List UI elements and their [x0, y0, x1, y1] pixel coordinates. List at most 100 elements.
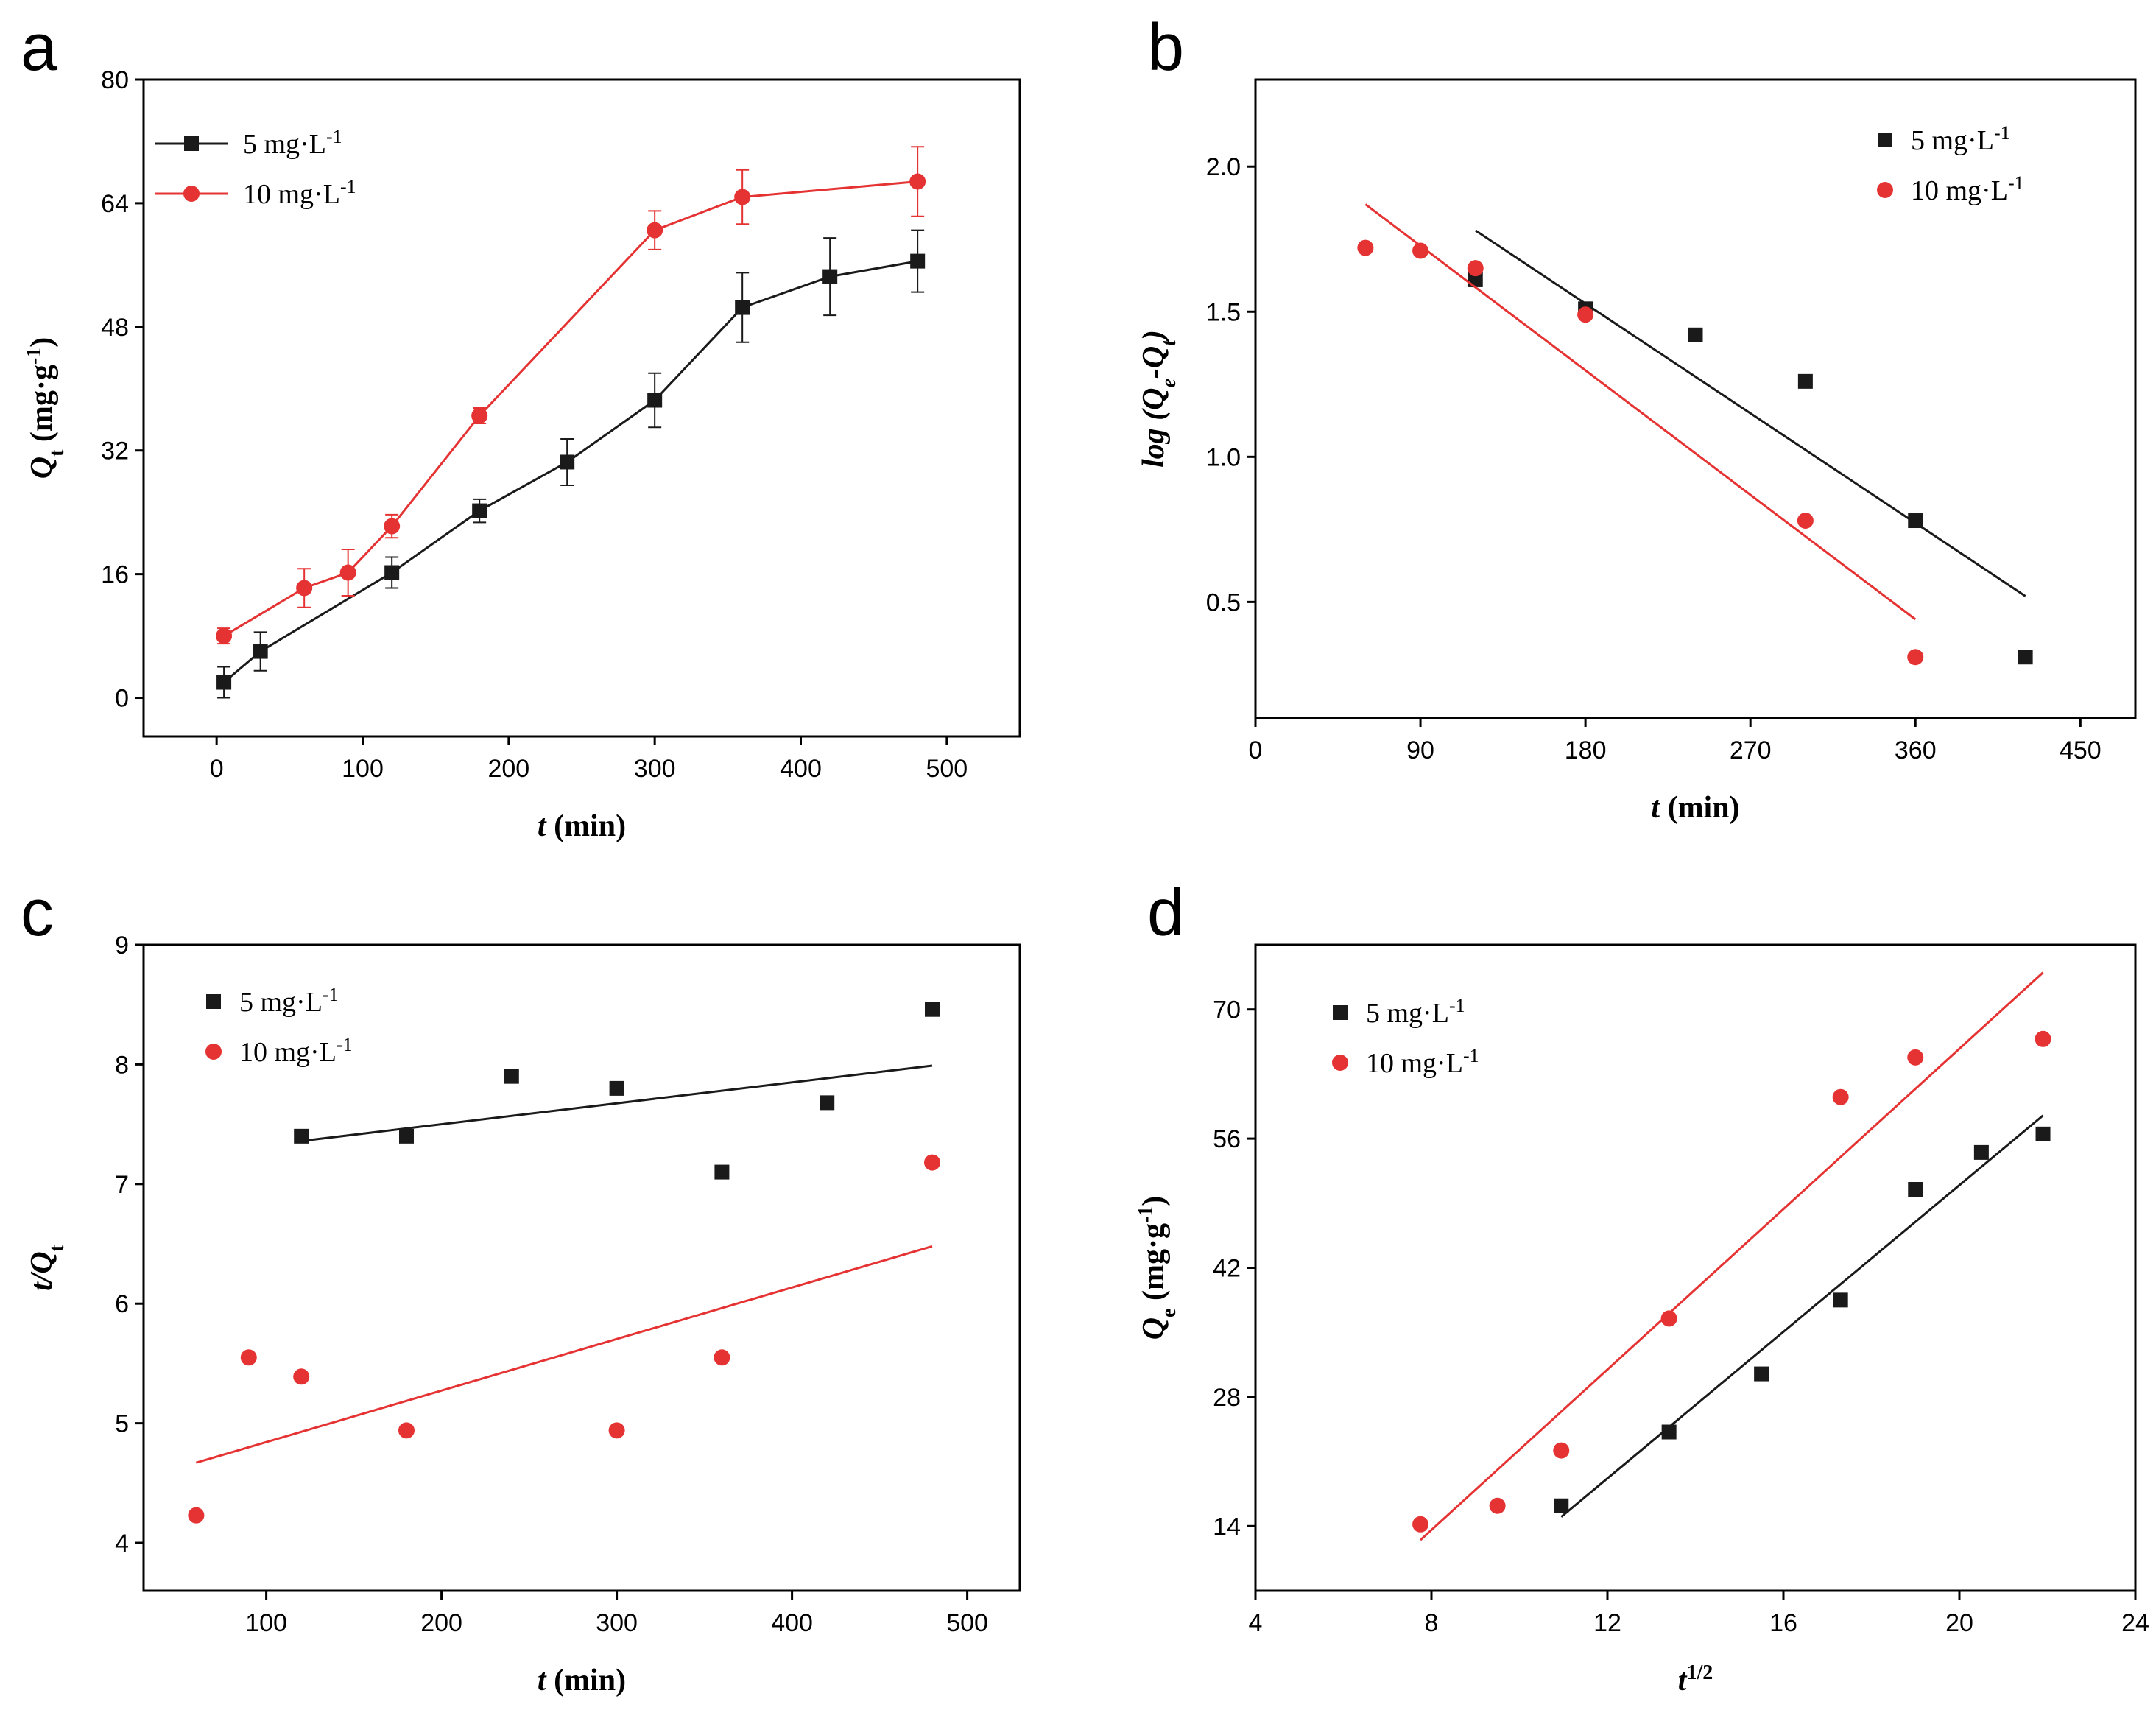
x-tick-label: 270 — [1730, 736, 1772, 764]
legend-label: 10 mg·L-1 — [1366, 1045, 1479, 1080]
fit-line — [1560, 1114, 2044, 1518]
series-black — [294, 1002, 940, 1180]
y-tick-label: 6 — [115, 1290, 129, 1318]
y-tick-label: 64 — [101, 190, 129, 218]
x-tick-label: 4 — [1249, 1609, 1263, 1637]
series-line — [223, 180, 918, 637]
x-tick-label: 300 — [596, 1609, 638, 1637]
fit-line — [301, 1064, 933, 1142]
legend: 5 mg·L-1 10 mg·L-1 — [155, 126, 356, 211]
series-black — [1468, 229, 2033, 665]
data-point — [2035, 1030, 2051, 1047]
legend-marker — [205, 1044, 222, 1060]
legend-marker — [1333, 1005, 1348, 1020]
data-point — [820, 1095, 835, 1111]
plot-frame — [142, 943, 1021, 1592]
y-tick-label: 4 — [115, 1530, 129, 1558]
x-axis-title: t (min) — [538, 809, 626, 843]
legend-marker — [184, 136, 199, 151]
series-red — [188, 1154, 940, 1524]
x-tick-label: 500 — [946, 1609, 988, 1637]
x-tick-label: 100 — [342, 755, 384, 783]
panel-c: c 100 200 300 400 500 4 5 6 7 8 9 t (min) t/Qt 5 mg·L-… — [21, 876, 1021, 1697]
y-axis-title: log (Qe-Qt) — [1137, 330, 1180, 468]
x-tick-label: 20 — [1945, 1609, 1973, 1637]
data-point — [1907, 1049, 1924, 1066]
data-point — [240, 1349, 257, 1366]
data-point — [399, 1128, 414, 1144]
legend-label: 5 mg·L-1 — [239, 984, 339, 1018]
data-point — [1907, 649, 1924, 666]
data-point — [1833, 1292, 1848, 1308]
legend-label: 10 mg·L-1 — [1911, 172, 2024, 207]
data-point — [1412, 1516, 1429, 1533]
data-point — [1754, 1366, 1769, 1382]
legend-label: 10 mg·L-1 — [239, 1034, 353, 1069]
data-point — [1832, 1088, 1849, 1105]
plot-frame — [1254, 943, 2137, 1592]
data-point — [647, 393, 663, 408]
panel-label-a: a — [21, 11, 58, 85]
y-tick-label: 14 — [1213, 1513, 1241, 1541]
x-tick-label: 12 — [1593, 1609, 1621, 1637]
x-tick-label: 90 — [1406, 736, 1434, 764]
y-tick-label: 1.0 — [1206, 443, 1241, 471]
fit-line — [195, 1245, 933, 1464]
data-point — [2018, 650, 2033, 665]
x-tick-label: 400 — [771, 1609, 813, 1637]
x-tick-label: 400 — [780, 755, 822, 783]
data-point — [472, 503, 487, 518]
panel-label-b: b — [1147, 11, 1184, 85]
fit-line — [1364, 203, 1917, 621]
x-tick-label: 360 — [1895, 736, 1937, 764]
legend: 5 mg·L-1 10 mg·L-1 — [1877, 122, 2024, 207]
plot-frame — [1254, 78, 2137, 719]
series-black — [216, 229, 926, 699]
data-point — [339, 564, 356, 581]
series-black — [1554, 1114, 2051, 1518]
data-point — [910, 253, 926, 269]
data-point — [1973, 1144, 1989, 1160]
data-point — [609, 1080, 624, 1096]
data-point — [608, 1422, 625, 1439]
data-point — [216, 675, 232, 690]
legend-label: 10 mg·L-1 — [243, 176, 356, 211]
y-tick-label: 1.5 — [1206, 298, 1241, 326]
panel-b: b 0 90 180 270 360 450 0.5 1.0 1.5 2.0 t (min) log (… — [1137, 11, 2137, 825]
data-point — [735, 300, 750, 315]
x-tick-label: 500 — [926, 755, 968, 783]
legend-marker — [1878, 133, 1892, 147]
data-point — [471, 407, 488, 424]
data-point — [1797, 373, 1813, 389]
x-tick-label: 24 — [2121, 1609, 2149, 1637]
x-tick-label: 200 — [420, 1609, 462, 1637]
x-tick-label: 200 — [487, 755, 529, 783]
data-point — [296, 580, 313, 597]
y-tick-label: 2.0 — [1206, 153, 1241, 181]
y-axis-title: Qt (mg·g-1) — [23, 337, 68, 479]
data-point — [714, 1164, 730, 1180]
data-point — [1908, 513, 1923, 529]
data-point — [1661, 1424, 1677, 1440]
panel-label-c: c — [21, 876, 54, 950]
data-point — [822, 269, 838, 284]
x-tick-label: 16 — [1769, 1609, 1797, 1637]
y-axis-title: t/Qt — [25, 1244, 68, 1291]
legend-label: 5 mg·L-1 — [1911, 122, 2010, 157]
fit-line — [1420, 971, 2044, 1541]
data-point — [1357, 239, 1374, 256]
x-tick-label: 180 — [1565, 736, 1607, 764]
data-point — [2035, 1126, 2051, 1141]
y-tick-label: 48 — [101, 314, 129, 342]
panel-a: a 0 100 200 300 400 500 0 16 32 48 64 80 t (min) Qt (m… — [21, 11, 1021, 843]
legend-marker — [183, 186, 200, 202]
data-point — [1660, 1310, 1677, 1327]
x-tick-label: 300 — [634, 755, 676, 783]
y-axis-title: Qe (mg·g-1) — [1135, 1196, 1180, 1340]
data-point — [1412, 242, 1429, 259]
data-point — [1467, 260, 1484, 277]
x-tick-label: 450 — [2060, 736, 2102, 764]
data-point — [734, 189, 751, 205]
data-point — [925, 1002, 940, 1017]
